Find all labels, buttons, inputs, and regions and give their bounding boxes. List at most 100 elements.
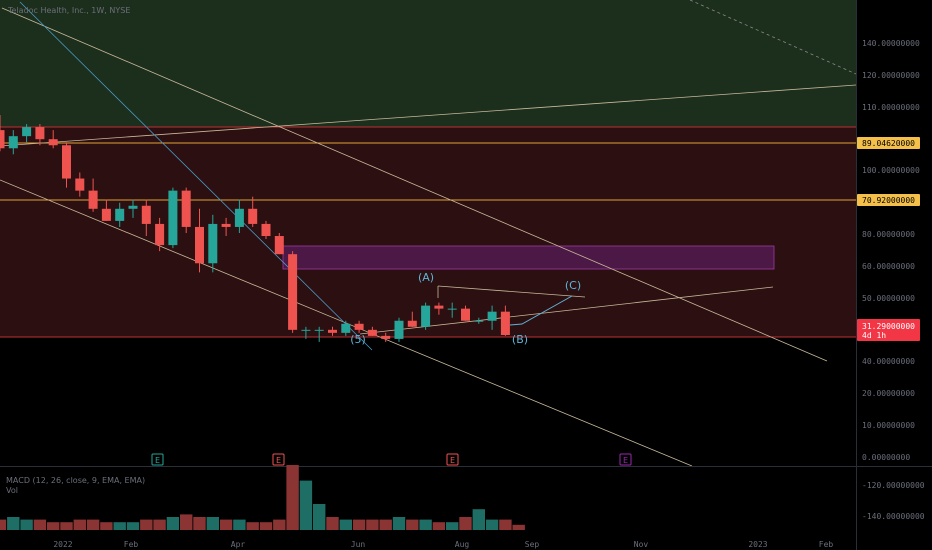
earnings-marker[interactable]: E xyxy=(151,453,164,466)
macd-bar xyxy=(193,517,206,530)
candle-body[interactable] xyxy=(88,190,98,209)
candle-body[interactable] xyxy=(341,323,351,333)
earnings-marker[interactable]: E xyxy=(619,453,632,466)
price-tick-label: 40.00000000 xyxy=(862,357,915,366)
candle-body[interactable] xyxy=(101,208,111,221)
macd-bar xyxy=(47,522,60,530)
candle-body[interactable] xyxy=(221,223,231,227)
candle-body[interactable] xyxy=(141,205,151,224)
earnings-marker[interactable]: E xyxy=(446,453,459,466)
macd-bar xyxy=(432,522,446,530)
price-tick-label: 20.00000000 xyxy=(862,389,915,398)
candle-body[interactable] xyxy=(62,145,71,179)
time-tick-label: 2022 xyxy=(53,540,72,549)
level-tag-89[interactable] xyxy=(857,137,920,149)
price-axis[interactable] xyxy=(856,0,932,466)
macd-bar xyxy=(0,519,7,530)
candle-body[interactable] xyxy=(367,329,377,336)
level-tag-89-text: 89.04620000 xyxy=(862,139,915,148)
trendline-rising-long xyxy=(0,84,857,147)
candle-body[interactable] xyxy=(314,329,324,331)
candle-body[interactable] xyxy=(407,320,417,327)
candle-body[interactable] xyxy=(248,208,258,224)
pattern-line-top xyxy=(437,285,586,298)
candle-body[interactable] xyxy=(48,139,58,146)
time-tick-label: Feb xyxy=(819,540,834,549)
candle-body[interactable] xyxy=(0,130,5,149)
price-tick-label: 140.00000000 xyxy=(862,39,920,48)
candle-body[interactable] xyxy=(208,223,218,264)
price-tick-label: 100.00000000 xyxy=(862,166,920,175)
time-axis[interactable] xyxy=(0,539,856,550)
macd-tick-label: -140.00000000 xyxy=(862,512,925,521)
wave-label-5: (5) xyxy=(350,333,366,346)
candle-body[interactable] xyxy=(474,320,484,322)
macd-bar xyxy=(113,522,126,530)
macd-bar xyxy=(286,465,299,530)
price-tick-label: 50.00000000 xyxy=(862,294,915,303)
macd-bar xyxy=(100,522,113,530)
macd-bar xyxy=(392,517,406,530)
wave-label-b: (B) xyxy=(512,333,528,346)
macd-bar xyxy=(206,517,219,530)
candle-body[interactable] xyxy=(155,223,165,246)
candle-body[interactable] xyxy=(381,335,391,339)
candle-body[interactable] xyxy=(421,305,431,327)
candle-body[interactable] xyxy=(35,127,45,140)
macd-bar xyxy=(446,522,459,530)
macd-bar xyxy=(352,519,366,530)
macd-bar xyxy=(180,514,193,530)
price-tick-label: 80.00000000 xyxy=(862,230,915,239)
macd-bar xyxy=(7,517,20,530)
candle-body[interactable] xyxy=(354,323,364,330)
candle-body[interactable] xyxy=(328,329,337,333)
time-tick-label: Feb xyxy=(124,540,139,549)
trendline-blue-descending xyxy=(19,1,373,351)
candle-body[interactable] xyxy=(75,178,85,191)
candle-body[interactable] xyxy=(128,205,138,209)
price-tick-label: 10.00000000 xyxy=(862,421,915,430)
candle-body[interactable] xyxy=(434,305,444,309)
candle-body[interactable] xyxy=(261,223,271,237)
candle-body[interactable] xyxy=(181,190,191,227)
current-price-tag[interactable] xyxy=(857,319,920,341)
level-tag-70[interactable] xyxy=(857,194,920,206)
candle-body[interactable] xyxy=(22,127,32,137)
level-tag-70-text: 70.92000000 xyxy=(862,196,915,205)
price-tick-label: 120.00000000 xyxy=(862,71,920,80)
macd-bar xyxy=(166,517,180,530)
price-tick-label: 110.00000000 xyxy=(862,103,920,112)
candle-body[interactable] xyxy=(394,320,404,339)
candle-body[interactable] xyxy=(234,208,244,227)
price-tick-label: 0.00000000 xyxy=(862,453,910,462)
candle-body[interactable] xyxy=(274,236,284,255)
macd-bar xyxy=(126,522,140,530)
time-tick-label: 2023 xyxy=(748,540,767,549)
candle-body[interactable] xyxy=(487,311,497,321)
macd-bar xyxy=(60,522,73,530)
earnings-marker[interactable]: E xyxy=(272,453,285,466)
candle-body[interactable] xyxy=(8,136,18,149)
time-tick-label: Nov xyxy=(634,540,649,549)
macd-bar xyxy=(313,504,326,530)
macd-histogram-group xyxy=(0,465,525,530)
candle-body[interactable] xyxy=(447,308,457,310)
trendline-upper-channel xyxy=(1,7,828,362)
ticker-legend[interactable]: Teladoc Health, Inc., 1W, NYSE xyxy=(7,6,130,15)
candle-body[interactable] xyxy=(195,226,204,264)
candle-body[interactable] xyxy=(115,208,125,221)
volume-legend[interactable]: Vol xyxy=(6,486,18,495)
macd-legend[interactable]: MACD (12, 26, close, 9, EMA, EMA) xyxy=(6,476,145,485)
wave-projection-line xyxy=(509,295,573,326)
candle-body[interactable] xyxy=(301,329,311,331)
macd-bar xyxy=(20,519,33,530)
candle-body[interactable] xyxy=(500,311,510,336)
candle-body[interactable] xyxy=(168,190,178,246)
macd-bar xyxy=(339,519,352,530)
candle-body[interactable] xyxy=(461,308,470,321)
candle-body[interactable] xyxy=(288,254,298,330)
macd-bar xyxy=(86,519,100,530)
price-ticks-group: 140.00000000 120.00000000 110.00000000 1… xyxy=(862,39,920,462)
macd-bar xyxy=(259,522,273,530)
